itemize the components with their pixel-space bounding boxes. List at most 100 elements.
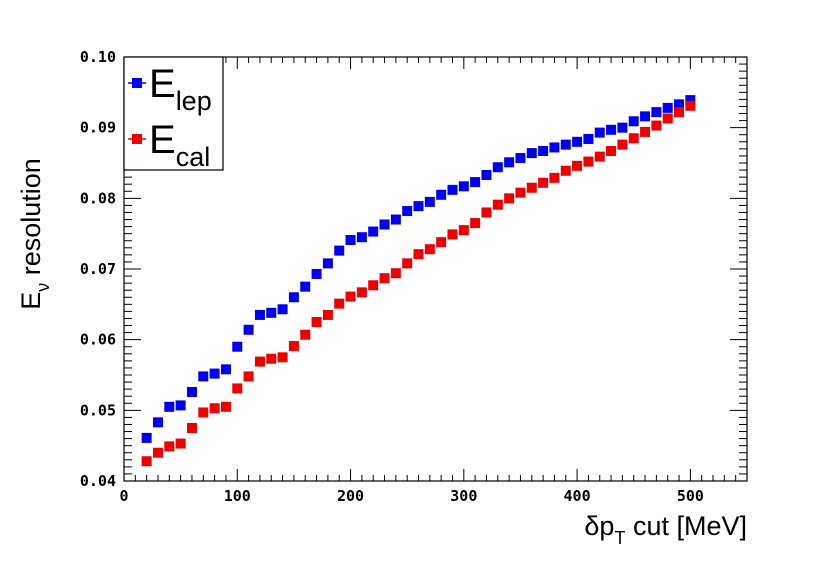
data-point-lep [266,307,277,318]
x-tick-label: 0 [119,487,128,505]
data-point-lep [254,309,265,320]
y-axis-title-rest: resolution [16,158,46,283]
data-point-lep [334,245,345,256]
data-point-cal [277,352,288,363]
data-point-cal [436,237,447,248]
data-point-cal [402,258,413,269]
data-point-cal [345,291,356,302]
data-point-cal [141,456,152,467]
legend-marker-cal [132,134,142,144]
data-point-lep [685,95,696,106]
data-point-cal [152,447,163,458]
y-axis-ticks [124,56,747,482]
data-point-lep [152,417,163,428]
y-tick-label: 0.10 [80,48,116,66]
data-point-cal [232,383,243,394]
data-point-cal [628,133,639,144]
legend-label-lep-main: E [149,62,176,106]
data-point-lep [288,292,299,303]
data-point-lep [175,400,186,411]
data-point-cal [606,145,617,156]
y-axis-title: Eν resolution [16,158,53,310]
data-point-lep [640,111,651,122]
data-point-cal [413,249,424,260]
data-point-lep [515,153,526,164]
data-point-cal [356,287,367,298]
data-point-cal [674,107,685,118]
data-point-cal [198,407,209,418]
legend-entry-cal: Ecal [128,118,210,172]
legend-marker-lep [132,78,142,88]
x-axis-tick-labels: 0 100 200 300 400 500 [119,487,703,505]
data-point-lep [447,184,458,195]
data-point-lep [549,142,560,153]
data-point-cal [254,356,265,367]
legend: Elep Ecal [123,56,224,172]
y-tick-label: 0.08 [80,189,116,207]
data-point-lep [141,432,152,443]
data-point-lep [345,235,356,246]
data-point-cal [458,225,469,236]
data-point-lep [617,122,628,133]
data-point-lep [220,364,231,375]
data-point-lep [424,196,435,207]
data-point-cal [572,160,583,171]
data-point-lep [243,324,254,335]
legend-label-cal-sub: cal [176,142,211,172]
data-point-lep [458,181,469,192]
y-axis-title-sub: ν [33,283,53,292]
data-point-lep [583,133,594,144]
data-point-lep [379,219,390,230]
data-point-lep [232,341,243,352]
data-point-lep [277,304,288,315]
data-point-lep [504,157,515,168]
data-point-cal [662,113,673,124]
data-point-lep [356,232,367,243]
data-point-cal [390,268,401,279]
data-point-lep [209,368,220,379]
data-point-lep [481,170,492,181]
data-point-lep [164,401,175,412]
data-point-cal [594,151,605,162]
data-point-lep [594,127,605,138]
data-point-cal [175,438,186,449]
legend-entry-lep: Elep [128,62,212,116]
x-tick-label: 200 [337,487,364,505]
data-point-lep [492,162,503,173]
data-point-lep [322,258,333,269]
x-tick-label: 300 [450,487,477,505]
data-point-lep [674,99,685,110]
y-tick-label: 0.07 [80,260,116,278]
data-point-cal [651,120,662,131]
y-axis-tick-labels: 0.04 0.05 0.06 0.07 0.08 0.09 0.10 [80,48,116,490]
data-point-lep [186,386,197,397]
series-lep [141,95,696,443]
data-point-cal [266,353,277,364]
y-axis-title-main: E [16,292,46,310]
data-point-cal [640,126,651,137]
data-point-cal [300,329,311,340]
data-point-cal [504,193,515,204]
data-point-cal [685,100,696,111]
data-point-lep [538,145,549,156]
data-point-lep [368,226,379,237]
data-point-cal [538,177,549,188]
legend-label-lep: Elep [149,62,212,116]
data-point-cal [560,165,571,176]
y-tick-label: 0.05 [80,401,116,419]
data-point-lep [572,136,583,147]
data-point-cal [334,298,345,309]
data-point-lep [300,281,311,292]
data-point-cal [288,341,299,352]
data-point-lep [662,102,673,113]
x-axis-title-main: δp [584,511,614,541]
x-tick-label: 400 [564,487,591,505]
data-point-cal [243,371,254,382]
legend-label-cal-main: E [149,118,176,162]
data-point-cal [424,244,435,255]
data-point-cal [186,423,197,433]
data-point-cal [549,172,560,183]
legend-label-lep-sub: lep [176,86,212,116]
x-tick-label: 500 [677,487,704,505]
x-axis-title: δpT cut [MeV] [584,511,747,548]
